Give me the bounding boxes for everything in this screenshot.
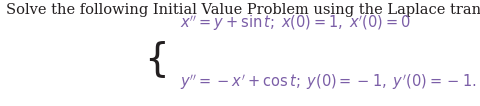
Text: Solve the following Initial Value Problem using the Laplace transform.: Solve the following Initial Value Proble… <box>6 3 480 17</box>
Text: $x'' = y + \sin t;\; x(0) = 1,\; x'(0) = 0$: $x'' = y + \sin t;\; x(0) = 1,\; x'(0) =… <box>180 14 410 33</box>
Text: $y'' = -x' + \cos t;\; y(0) = -1,\; y'(0) = -1.$: $y'' = -x' + \cos t;\; y(0) = -1,\; y'(0… <box>180 73 476 92</box>
Text: $\{$: $\{$ <box>144 39 166 80</box>
